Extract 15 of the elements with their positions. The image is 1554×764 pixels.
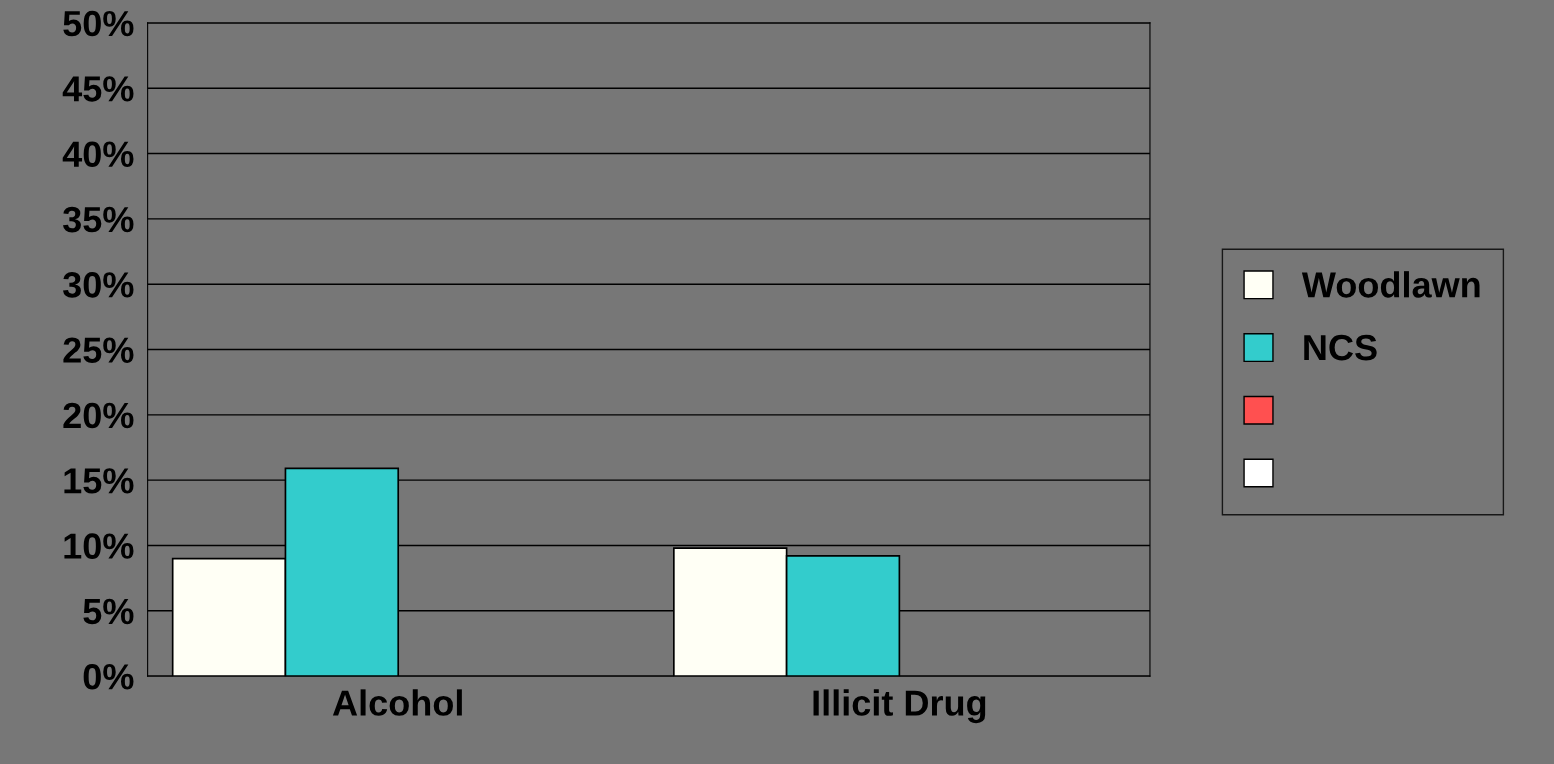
y-tick-label: 5%: [83, 598, 134, 625]
x-tick-label: Alcohol: [332, 689, 462, 716]
x-tick-label: Illicit Drug: [813, 689, 986, 724]
legend-label: Woodlawn: [1301, 271, 1480, 298]
y-tick-label: 0%: [83, 664, 134, 690]
y-tick-label: 15%: [64, 468, 134, 494]
y-tick-label: 30%: [62, 272, 134, 298]
y-tick-label: 25%: [63, 337, 134, 363]
y-tick-label: 40%: [62, 141, 134, 167]
y-tick-label: 20%: [63, 402, 134, 429]
y-tick-label: 10%: [64, 533, 134, 559]
legend-label: NCS: [1304, 334, 1377, 361]
y-tick-label: 45%: [62, 76, 134, 102]
y-tick-label: 50%: [63, 10, 134, 37]
y-tick-label: 35%: [62, 206, 134, 233]
